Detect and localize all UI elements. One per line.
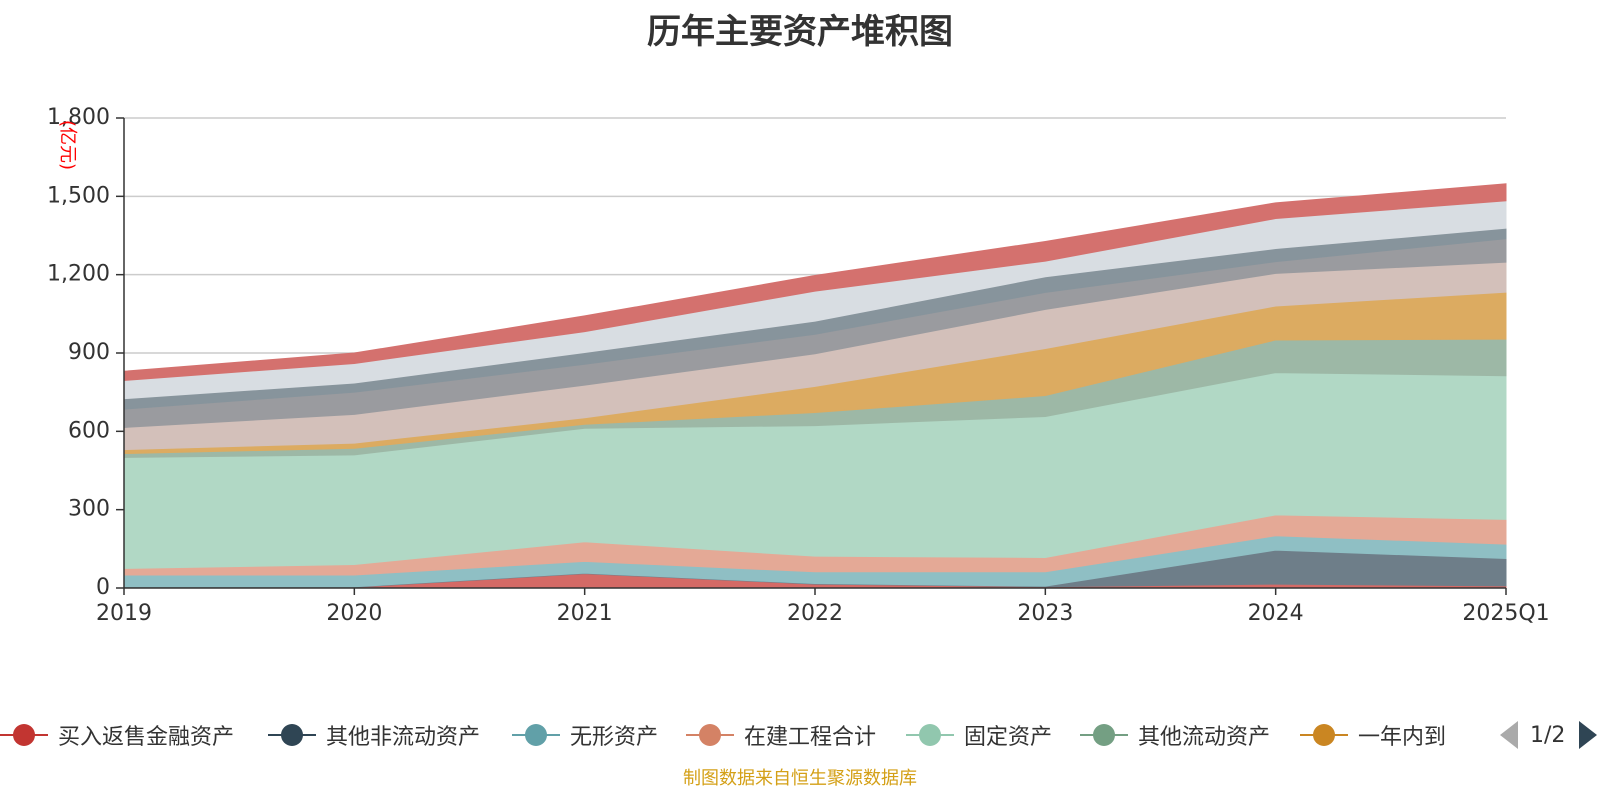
- legend-page-indicator: 1/2: [1530, 722, 1566, 748]
- legend-label: 无形资产: [570, 725, 659, 750]
- y-tick-label: 600: [68, 418, 110, 443]
- legend-next-page-icon[interactable]: [1579, 721, 1598, 749]
- x-tick-label: 2024: [1248, 601, 1304, 626]
- source-note: 制图数据来自恒生聚源数据库: [683, 768, 917, 789]
- legend-marker-icon: [1300, 721, 1348, 749]
- y-tick-label: 1,800: [47, 105, 110, 130]
- x-tick-label: 2022: [787, 601, 843, 626]
- x-tick-label: 2023: [1017, 601, 1073, 626]
- y-axis-unit-label: (亿元): [57, 120, 78, 170]
- legend-label: 其他流动资产: [1138, 725, 1271, 750]
- axes: 0 300 600 900 1,200 1,500 1,800 2019 2020 2021 202…: [47, 105, 1550, 626]
- legend-marker-icon: [906, 721, 954, 749]
- x-tick-label: 2021: [557, 601, 613, 626]
- y-tick-label: 0: [96, 575, 110, 600]
- legend-marker-icon: [0, 721, 48, 749]
- y-tick-label: 300: [68, 497, 110, 522]
- y-tick-label: 1,500: [47, 183, 110, 208]
- x-tick-label: 2020: [326, 601, 382, 626]
- legend: 买入返售金融资产 其他非流动资产 无形资产 在建工程合计 固定资产 其他流动资产 一年内到: [0, 718, 1600, 752]
- legend-pager: 1/2: [1500, 718, 1598, 752]
- legend-item[interactable]: 无形资产: [512, 718, 658, 752]
- legend-item[interactable]: 其他流动资产: [1080, 718, 1270, 752]
- x-tick-label: 2025Q1: [1462, 601, 1549, 626]
- legend-item[interactable]: 在建工程合计: [686, 718, 876, 752]
- legend-label: 一年内到: [1358, 725, 1447, 750]
- legend-item[interactable]: 其他非流动资产: [268, 718, 480, 752]
- legend-item[interactable]: 固定资产: [906, 718, 1052, 752]
- legend-label: 其他非流动资产: [326, 725, 481, 750]
- area-series[interactable]: [123, 183, 1507, 381]
- legend-marker-icon: [268, 721, 316, 749]
- legend-marker-icon: [1080, 721, 1128, 749]
- legend-prev-page-icon[interactable]: [1500, 721, 1518, 749]
- y-tick-label: 900: [68, 340, 110, 365]
- legend-marker-icon: [512, 721, 560, 749]
- chart-title: 历年主要资产堆积图: [647, 12, 953, 52]
- legend-label: 在建工程合计: [744, 725, 877, 750]
- legend-label: 买入返售金融资产: [58, 725, 235, 750]
- legend-label: 固定资产: [964, 725, 1053, 750]
- area-series-group: [123, 183, 1507, 589]
- y-tick-label: 1,200: [47, 262, 110, 287]
- legend-item[interactable]: 买入返售金融资产: [0, 718, 234, 752]
- x-tick-label: 2019: [96, 601, 152, 626]
- legend-item[interactable]: 一年内到: [1300, 718, 1446, 752]
- legend-marker-icon: [686, 721, 734, 749]
